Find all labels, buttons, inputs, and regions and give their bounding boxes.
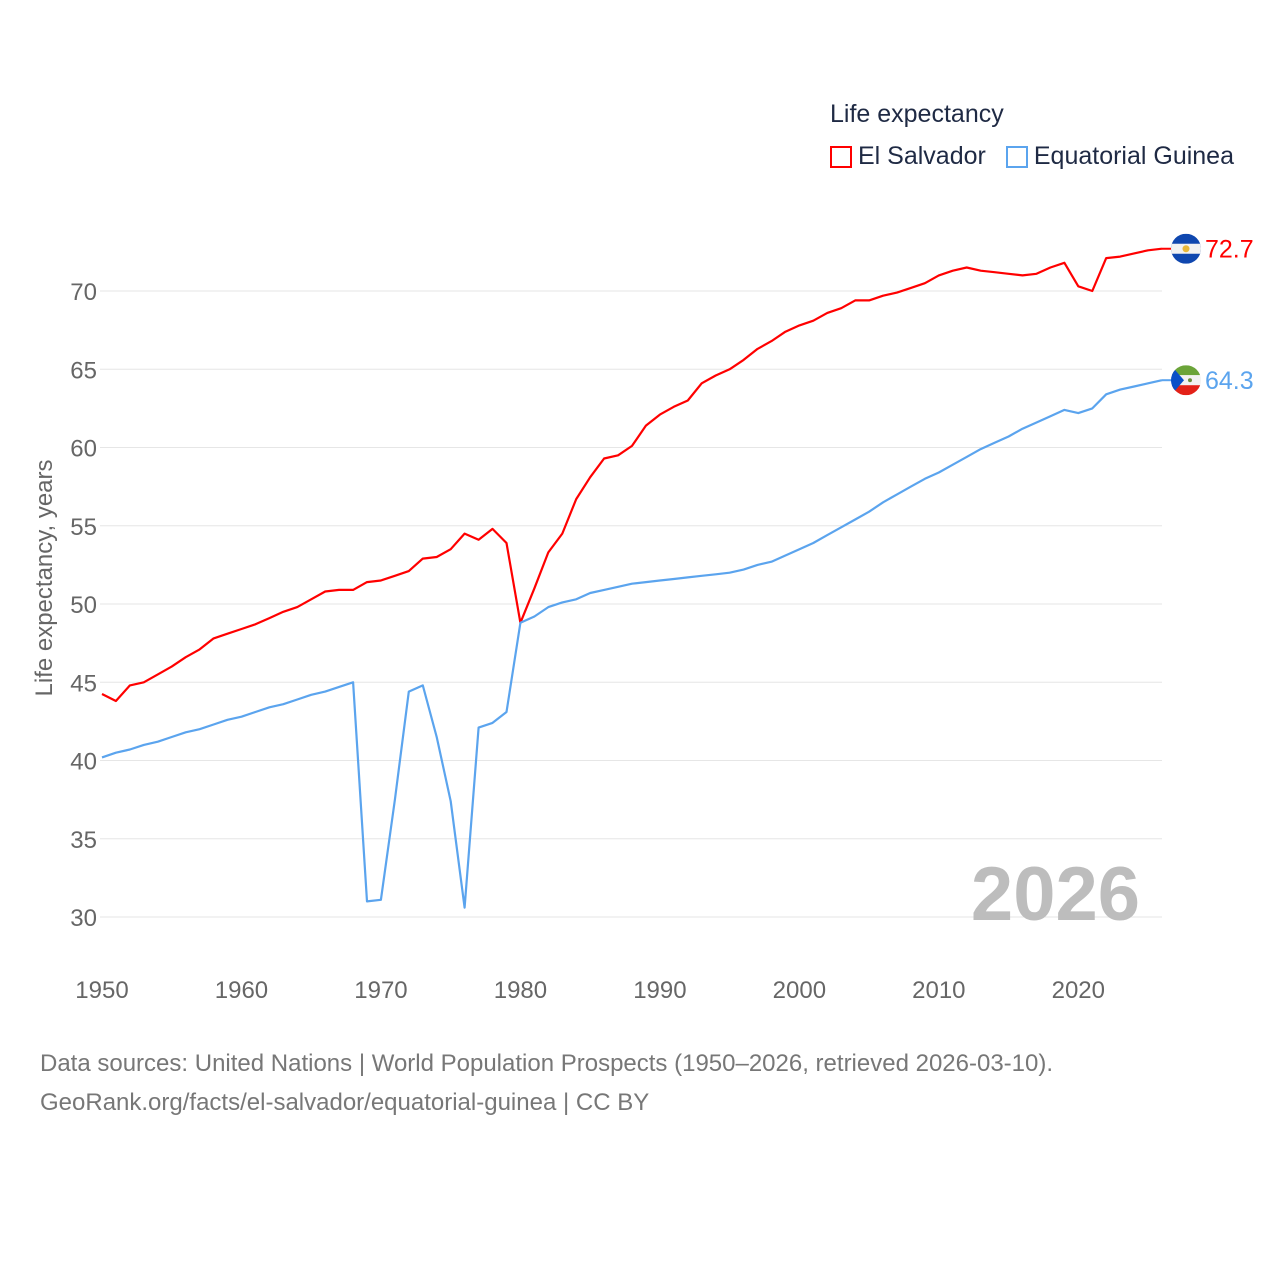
y-tick-label: 50 [70,592,97,619]
year-watermark: 2026 [971,852,1140,937]
legend: El Salvador Equatorial Guinea [830,142,1254,171]
el-salvador-flag-icon [1171,233,1201,264]
source-link[interactable]: GeoRank.org/facts/el-salvador/equatorial… [40,1089,650,1116]
legend-swatch-equatorial-guinea [1005,145,1028,168]
y-axis-label: Life expectancy, years [31,459,58,696]
series-line-el-salvador [101,247,1163,703]
series-line-equatorial-guinea [101,379,1163,909]
y-tick-label: 45 [70,670,97,697]
x-tick-label: 1990 [633,977,686,1004]
y-tick-label: 55 [70,514,97,541]
end-value-label: 64.3 [1205,367,1254,395]
x-tick-label: 1980 [494,977,547,1004]
x-tick-label: 1970 [354,977,407,1004]
y-tick-label: 70 [70,279,97,306]
legend-label: Equatorial Guinea [1033,142,1234,170]
y-tick-label: 30 [70,905,97,932]
y-tick-label: 60 [70,436,97,463]
y-tick-label: 65 [70,357,97,384]
legend-title: Life expectancy [830,100,1004,128]
data-sources: Data sources: United Nations | World Pop… [40,1050,1054,1077]
x-tick-label: 2020 [1052,977,1105,1004]
end-value-label: 72.7 [1205,236,1254,264]
legend-item-equatorial-guinea[interactable]: Equatorial Guinea [1005,142,1234,171]
x-tick-label: 2000 [773,977,826,1004]
y-tick-label: 40 [70,749,97,776]
legend-label: El Salvador [858,142,986,170]
legend-item-el-salvador[interactable]: El Salvador [830,142,986,171]
x-tick-label: 2010 [912,977,965,1004]
equatorial-guinea-flag-icon [1171,365,1201,396]
footer: Data sources: United Nations | World Pop… [40,1044,1053,1122]
legend-swatch-el-salvador [830,145,852,168]
x-tick-label: 1960 [215,977,268,1004]
x-tick-label: 1950 [75,977,128,1004]
y-tick-label: 35 [70,827,97,854]
